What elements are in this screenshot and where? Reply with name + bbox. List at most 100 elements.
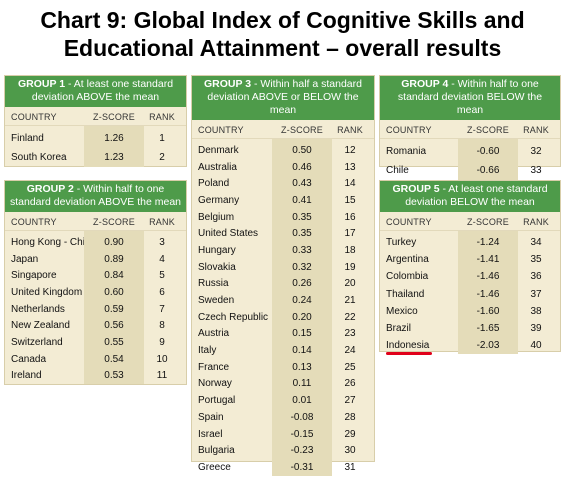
zscore-value: 0.54 — [104, 353, 124, 365]
country-name: Singapore — [11, 270, 57, 282]
table-row: New Zealand 0.56 8 — [5, 317, 186, 334]
rank-value: 32 — [530, 146, 542, 157]
column-header-row: COUNTRY Z-SCORE RANK — [380, 212, 560, 231]
rank-value: 39 — [530, 323, 542, 335]
country-column-header: COUNTRY — [11, 217, 57, 227]
rank-value: 33 — [530, 165, 542, 176]
country-name: Japan — [11, 253, 39, 265]
zscore-value: 0.20 — [292, 311, 312, 323]
column-header-row: COUNTRY Z-SCORE RANK — [5, 107, 186, 126]
country-name: Canada — [11, 353, 47, 365]
country-name: Thailand — [386, 288, 425, 300]
table-row: Hungary 0.33 18 — [192, 242, 374, 259]
rank-value: 10 — [156, 353, 168, 365]
group-label: GROUP 3 — [204, 78, 252, 90]
table-row: Russia 0.26 20 — [192, 276, 374, 293]
table-row: Canada 0.54 10 — [5, 351, 186, 368]
table-row: South Korea 1.23 2 — [5, 148, 186, 167]
zscore-column-header: Z-SCORE — [93, 112, 135, 122]
group-label: GROUP 5 — [392, 183, 440, 195]
column-header-row: COUNTRY Z-SCORE RANK — [380, 120, 560, 139]
rank-column-header: RANK — [149, 112, 175, 122]
rank-value: 23 — [344, 328, 356, 340]
group-description: - Within half to one standard deviation … — [9, 183, 182, 208]
group-header: GROUP 5 - At least one standard deviatio… — [380, 181, 560, 212]
zscore-value: 0.24 — [292, 295, 312, 307]
country-name: Mexico — [386, 305, 418, 317]
zscore-value: -0.08 — [290, 411, 314, 423]
zscore-column-band — [458, 139, 518, 180]
country-name: Finland — [11, 133, 44, 144]
column-header-row: COUNTRY Z-SCORE RANK — [5, 212, 186, 231]
country-name: Ireland — [11, 370, 42, 382]
country-name: Russia — [198, 278, 229, 290]
zscore-value: -1.46 — [476, 288, 500, 300]
table-row: Poland 0.43 14 — [192, 175, 374, 192]
zscore-column-header: Z-SCORE — [93, 217, 135, 227]
country-name: Indonesia — [386, 340, 430, 352]
country-name: Belgium — [198, 211, 235, 223]
table-row: Australia 0.46 13 — [192, 159, 374, 176]
zscore-value: -0.66 — [476, 165, 500, 176]
zscore-value: 0.56 — [104, 320, 124, 332]
table-row: Argentina -1.41 35 — [380, 251, 560, 268]
table-row: Thailand -1.46 37 — [380, 286, 560, 303]
zscore-value: 0.90 — [104, 236, 124, 248]
group-label: GROUP 2 — [26, 183, 74, 195]
country-name: Romania — [386, 146, 427, 157]
table-row: Italy 0.14 24 — [192, 342, 374, 359]
zscore-value: 0.33 — [292, 244, 312, 256]
table-row: Slovakia 0.32 19 — [192, 259, 374, 276]
rank-value: 7 — [159, 303, 165, 315]
zscore-value: 0.46 — [292, 161, 312, 173]
country-name: Spain — [198, 411, 224, 423]
rank-value: 40 — [530, 340, 542, 352]
country-column-header: COUNTRY — [386, 217, 432, 227]
zscore-value: -2.03 — [476, 340, 500, 352]
group-5-panel: GROUP 5 - At least one standard deviatio… — [379, 180, 561, 356]
rank-value: 22 — [344, 311, 356, 323]
table-row: Indonesia -2.03 40 — [380, 337, 560, 356]
country-name: Argentina — [386, 254, 429, 266]
group-2-panel: GROUP 2 - Within half to one standard de… — [4, 180, 187, 385]
country-name: France — [198, 361, 230, 373]
rank-value: 27 — [344, 395, 356, 407]
rank-value: 25 — [344, 361, 356, 373]
rank-column-header: RANK — [337, 125, 363, 135]
group-header: GROUP 4 - Within half to one standard de… — [380, 76, 560, 120]
zscore-value: 1.23 — [104, 152, 124, 163]
zscore-value: 0.11 — [292, 378, 312, 390]
zscore-value: 0.15 — [292, 328, 312, 340]
rank-value: 20 — [344, 278, 356, 290]
table-row: Turkey -1.24 34 — [380, 234, 560, 251]
table-row: Spain -0.08 28 — [192, 409, 374, 426]
group-rows: Turkey -1.24 34 Argentina -1.41 35 Colombia -1.… — [380, 231, 560, 356]
rank-value: 18 — [344, 244, 356, 256]
group-rows: Finland 1.26 1 South Korea 1.23 2 — [5, 126, 186, 167]
rank-value: 19 — [344, 261, 356, 273]
country-column-header: COUNTRY — [198, 125, 244, 135]
table-row: Sweden 0.24 21 — [192, 292, 374, 309]
table-row: Romania -0.60 32 — [380, 142, 560, 161]
country-name: Norway — [198, 378, 232, 390]
zscore-value: 0.43 — [292, 178, 312, 190]
country-name: Australia — [198, 161, 237, 173]
country-name: Hong Kong - China — [11, 236, 84, 248]
rank-value: 34 — [530, 237, 542, 249]
country-name: Chile — [386, 165, 409, 176]
group-label: GROUP 4 — [401, 78, 449, 90]
zscore-value: 0.89 — [104, 253, 124, 265]
chart-title-line-2: Educational Attainment – overall results — [63, 35, 502, 61]
zscore-value: 0.13 — [292, 361, 312, 373]
zscore-value: 0.35 — [292, 228, 312, 240]
table-row: Czech Republic 0.20 22 — [192, 309, 374, 326]
zscore-value: 0.26 — [292, 278, 312, 290]
table-row: Ireland 0.53 11 — [5, 368, 186, 385]
rank-value: 21 — [344, 295, 356, 307]
table-row: Greece -0.31 31 — [192, 459, 374, 476]
zscore-column-header: Z-SCORE — [281, 125, 323, 135]
group-4-panel: GROUP 4 - Within half to one standard de… — [379, 75, 561, 180]
country-name: Turkey — [386, 237, 417, 249]
rank-value: 37 — [530, 288, 542, 300]
rank-column-header: RANK — [523, 125, 549, 135]
